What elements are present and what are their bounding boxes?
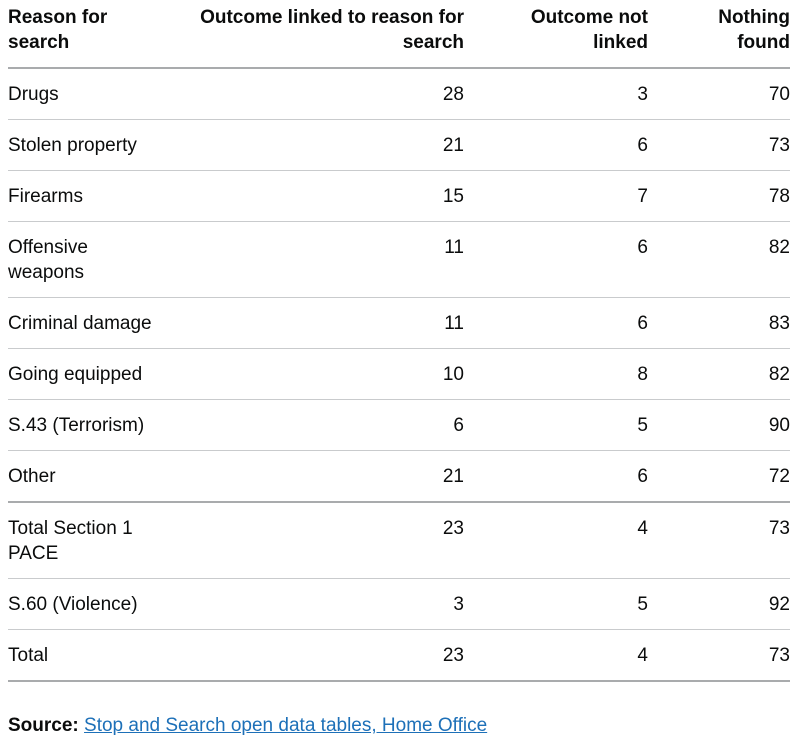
linked-cell: 21 <box>184 119 464 171</box>
nothing-found-cell: 92 <box>648 578 790 630</box>
linked-cell: 3 <box>184 578 464 630</box>
table-row-criminal-damage: Criminal damage 11 6 83 <box>8 297 790 349</box>
reason-label: S.43 (Terrorism) <box>8 415 145 436</box>
linked-cell: 11 <box>184 221 464 298</box>
col-header-reason-for-search: Reason for search <box>8 5 184 69</box>
nothing-found-cell: 78 <box>648 170 790 222</box>
nothing-found-cell: 72 <box>648 450 790 503</box>
col-header-label: Outcome not linked <box>530 7 648 53</box>
table-row-total-section-1-pace: Total Section 1 PACE 23 4 73 <box>8 502 790 579</box>
col-header-outcome-linked: Outcome linked to reason for search <box>184 5 464 69</box>
not-linked-cell: 4 <box>464 629 648 682</box>
reason-label: Total <box>8 645 49 666</box>
col-header-outcome-not-linked: Outcome not linked <box>464 5 648 69</box>
not-linked-cell: 6 <box>464 297 648 349</box>
reason-label: Stolen property <box>8 135 137 156</box>
reason-label: Going equipped <box>8 364 143 385</box>
linked-cell: 28 <box>184 68 464 120</box>
reason-label: Criminal damage <box>8 313 152 334</box>
table-row-total: Total 23 4 73 <box>8 629 790 682</box>
reason-label: Firearms <box>8 186 83 207</box>
nothing-found-cell: 73 <box>648 502 790 579</box>
reason-cell: Firearms <box>8 170 184 222</box>
reason-cell: Total Section 1 PACE <box>8 502 184 579</box>
linked-cell: 21 <box>184 450 464 503</box>
table-row-s60-violence: S.60 (Violence) 3 5 92 <box>8 578 790 630</box>
not-linked-cell: 5 <box>464 399 648 451</box>
reason-cell: Stolen property <box>8 119 184 171</box>
nothing-found-cell: 73 <box>648 119 790 171</box>
not-linked-cell: 6 <box>464 221 648 298</box>
linked-cell: 23 <box>184 502 464 579</box>
reason-cell: Going equipped <box>8 348 184 400</box>
reason-cell: Offensive weapons <box>8 221 184 298</box>
col-header-label: Reason for search <box>8 7 108 53</box>
col-header-label: Outcome linked to reason for search <box>200 7 464 53</box>
reason-label: S.60 (Violence) <box>8 594 138 615</box>
table-row-s43-terrorism: S.43 (Terrorism) 6 5 90 <box>8 399 790 451</box>
source-line: Source: Stop and Search open data tables… <box>8 713 790 738</box>
reason-cell: Other <box>8 450 184 503</box>
source-label: Source: <box>8 715 79 736</box>
not-linked-cell: 8 <box>464 348 648 400</box>
source-link[interactable]: Stop and Search open data tables, Home O… <box>84 715 488 736</box>
table-row-drugs: Drugs 28 3 70 <box>8 68 790 120</box>
nothing-found-cell: 82 <box>648 221 790 298</box>
header-row: Reason for search Outcome linked to reas… <box>8 5 790 69</box>
reason-cell: S.60 (Violence) <box>8 578 184 630</box>
reason-label: Drugs <box>8 84 59 105</box>
linked-cell: 11 <box>184 297 464 349</box>
table-row-other: Other 21 6 72 <box>8 450 790 503</box>
not-linked-cell: 6 <box>464 119 648 171</box>
table-row-stolen-property: Stolen property 21 6 73 <box>8 119 790 171</box>
table-row-going-equipped: Going equipped 10 8 82 <box>8 348 790 400</box>
reason-cell: Criminal damage <box>8 297 184 349</box>
reason-label: Total Section 1 PACE <box>8 518 133 564</box>
reason-label: Other <box>8 466 56 487</box>
linked-cell: 10 <box>184 348 464 400</box>
reason-cell: Total <box>8 629 184 682</box>
not-linked-cell: 4 <box>464 502 648 579</box>
linked-cell: 6 <box>184 399 464 451</box>
table-header: Reason for search Outcome linked to reas… <box>8 5 790 69</box>
table-row-firearms: Firearms 15 7 78 <box>8 170 790 222</box>
table-row-offensive-weapons: Offensive weapons 11 6 82 <box>8 221 790 298</box>
nothing-found-cell: 90 <box>648 399 790 451</box>
linked-cell: 15 <box>184 170 464 222</box>
stop-search-outcomes-table: Reason for search Outcome linked to reas… <box>8 5 790 682</box>
not-linked-cell: 7 <box>464 170 648 222</box>
col-header-label: Nothing found <box>718 7 790 53</box>
nothing-found-cell: 82 <box>648 348 790 400</box>
table-body: Drugs 28 3 70 Stolen property 21 6 73 Fi… <box>8 68 790 682</box>
not-linked-cell: 6 <box>464 450 648 503</box>
col-header-nothing-found: Nothing found <box>648 5 790 69</box>
reason-label: Offensive weapons <box>8 237 88 283</box>
linked-cell: 23 <box>184 629 464 682</box>
reason-cell: Drugs <box>8 68 184 120</box>
reason-cell: S.43 (Terrorism) <box>8 399 184 451</box>
not-linked-cell: 5 <box>464 578 648 630</box>
nothing-found-cell: 73 <box>648 629 790 682</box>
nothing-found-cell: 70 <box>648 68 790 120</box>
nothing-found-cell: 83 <box>648 297 790 349</box>
not-linked-cell: 3 <box>464 68 648 120</box>
